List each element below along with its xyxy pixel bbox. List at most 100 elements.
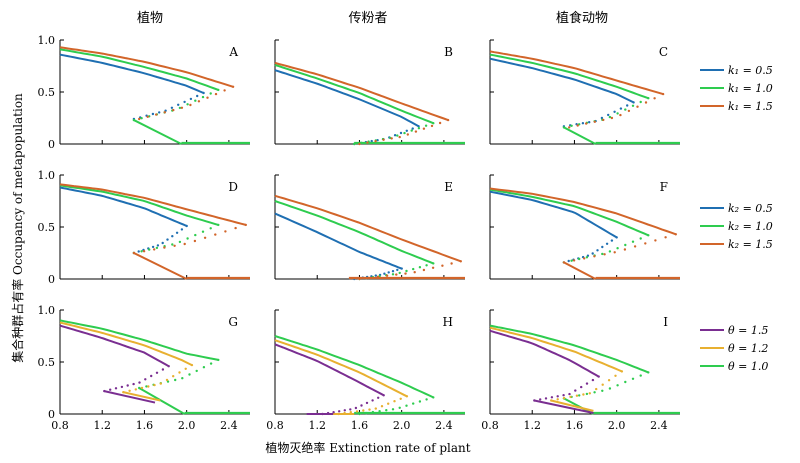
stable-branch bbox=[489, 50, 664, 96]
series-G-0 bbox=[59, 319, 250, 415]
series-C-2 bbox=[489, 50, 665, 129]
unstable-point bbox=[644, 101, 648, 104]
series-B-0 bbox=[274, 69, 420, 146]
unstable-point bbox=[569, 395, 572, 399]
stable-branch bbox=[489, 326, 623, 373]
stable-branch bbox=[59, 186, 188, 227]
x-tick-label: 0.8 bbox=[51, 419, 69, 432]
unstable-point bbox=[631, 240, 635, 243]
unstable-point bbox=[201, 95, 205, 99]
unstable-point bbox=[203, 236, 207, 239]
unstable-point bbox=[354, 406, 358, 410]
unstable-point bbox=[550, 396, 554, 399]
unstable-point bbox=[153, 383, 156, 387]
unstable-point bbox=[591, 378, 595, 382]
unstable-point bbox=[623, 248, 627, 251]
unstable-point bbox=[653, 97, 656, 100]
unstable-point bbox=[610, 239, 614, 242]
stable-branch bbox=[489, 53, 649, 100]
unstable-point bbox=[647, 371, 650, 374]
unstable-point bbox=[395, 273, 398, 276]
unstable-point bbox=[607, 379, 611, 382]
unstable-point bbox=[166, 238, 169, 241]
x-tick-label: 2.0 bbox=[393, 419, 411, 432]
unstable-point bbox=[171, 243, 174, 246]
unstable-point bbox=[608, 115, 612, 119]
y-tick-label: 0.5 bbox=[38, 86, 56, 99]
unstable-point bbox=[418, 400, 422, 403]
legend-1: k₁ = 0.5 k₁ = 1.0 k₁ = 1.5 bbox=[700, 64, 773, 113]
unstable-point bbox=[165, 378, 169, 382]
y-tick-label: 0 bbox=[48, 273, 55, 286]
series-F-1 bbox=[489, 188, 650, 264]
unstable-point bbox=[441, 264, 444, 267]
collapse-segment bbox=[104, 390, 156, 404]
unstable-point bbox=[393, 400, 396, 403]
unstable-point bbox=[624, 380, 627, 384]
unstable-point bbox=[217, 88, 220, 92]
unstable-point bbox=[405, 129, 408, 132]
series-B-1 bbox=[274, 64, 465, 146]
unstable-point bbox=[405, 395, 409, 398]
unstable-point bbox=[174, 378, 177, 382]
unstable-point bbox=[613, 251, 616, 254]
panel-letter-I: I bbox=[663, 315, 668, 329]
unstable-point bbox=[414, 130, 418, 133]
unstable-point bbox=[585, 256, 589, 259]
series-A-2 bbox=[59, 46, 235, 121]
unstable-point bbox=[387, 402, 390, 405]
unstable-point bbox=[189, 103, 192, 107]
y-axis-title: 集合种群占有率 Occupancy of metapopulation bbox=[10, 93, 25, 363]
unstable-point bbox=[378, 410, 381, 413]
unstable-point bbox=[224, 230, 227, 233]
unstable-point bbox=[175, 231, 179, 234]
unstable-point bbox=[163, 111, 166, 114]
unstable-point bbox=[371, 399, 374, 402]
unstable-point bbox=[183, 100, 186, 104]
unstable-point bbox=[430, 124, 434, 128]
unstable-point bbox=[172, 108, 175, 112]
legend-label: θ = 1.0 bbox=[728, 360, 768, 373]
unstable-point bbox=[432, 122, 435, 125]
panel-E: E bbox=[274, 174, 465, 281]
y-tick-label: 0.5 bbox=[38, 221, 56, 234]
unstable-point bbox=[185, 224, 188, 228]
unstable-point bbox=[581, 122, 585, 125]
unstable-point bbox=[177, 103, 180, 107]
unstable-point bbox=[167, 365, 170, 368]
series-D-2 bbox=[59, 183, 250, 280]
unstable-point bbox=[132, 382, 135, 386]
series-C-1 bbox=[489, 53, 680, 145]
unstable-point bbox=[562, 394, 565, 397]
unstable-point bbox=[626, 104, 629, 107]
unstable-point bbox=[580, 385, 583, 389]
unstable-point bbox=[140, 386, 144, 390]
unstable-point bbox=[562, 396, 566, 400]
unstable-point bbox=[184, 367, 187, 370]
stable-branch bbox=[59, 46, 234, 88]
collapse-segment bbox=[138, 387, 186, 415]
panel-A: 0 0.5 1.0 A bbox=[38, 34, 250, 151]
stable-branch bbox=[59, 183, 247, 226]
unstable-point bbox=[390, 137, 393, 140]
unstable-point bbox=[362, 409, 365, 412]
unstable-point bbox=[338, 410, 341, 413]
panel-letter-G: G bbox=[228, 315, 238, 329]
unstable-point bbox=[244, 223, 247, 227]
column-titles: 植物 传粉者 植食动物 bbox=[137, 10, 608, 26]
unstable-point bbox=[163, 246, 166, 249]
unstable-point bbox=[399, 397, 402, 400]
unstable-point bbox=[411, 127, 414, 130]
unstable-point bbox=[209, 227, 212, 230]
unstable-point bbox=[608, 387, 612, 390]
y-tick-label: 1.0 bbox=[38, 304, 56, 317]
unstable-point bbox=[583, 257, 586, 260]
series-E-1 bbox=[274, 200, 435, 281]
unstable-point bbox=[349, 408, 352, 411]
unstable-point bbox=[615, 236, 618, 239]
stable-branch bbox=[489, 329, 600, 378]
unstable-point bbox=[450, 262, 453, 265]
x-tick-label: 1.6 bbox=[351, 419, 369, 432]
unstable-point bbox=[214, 233, 217, 236]
panel-H: 0.8 1.2 1.6 2.0 2.4 H bbox=[266, 309, 465, 432]
